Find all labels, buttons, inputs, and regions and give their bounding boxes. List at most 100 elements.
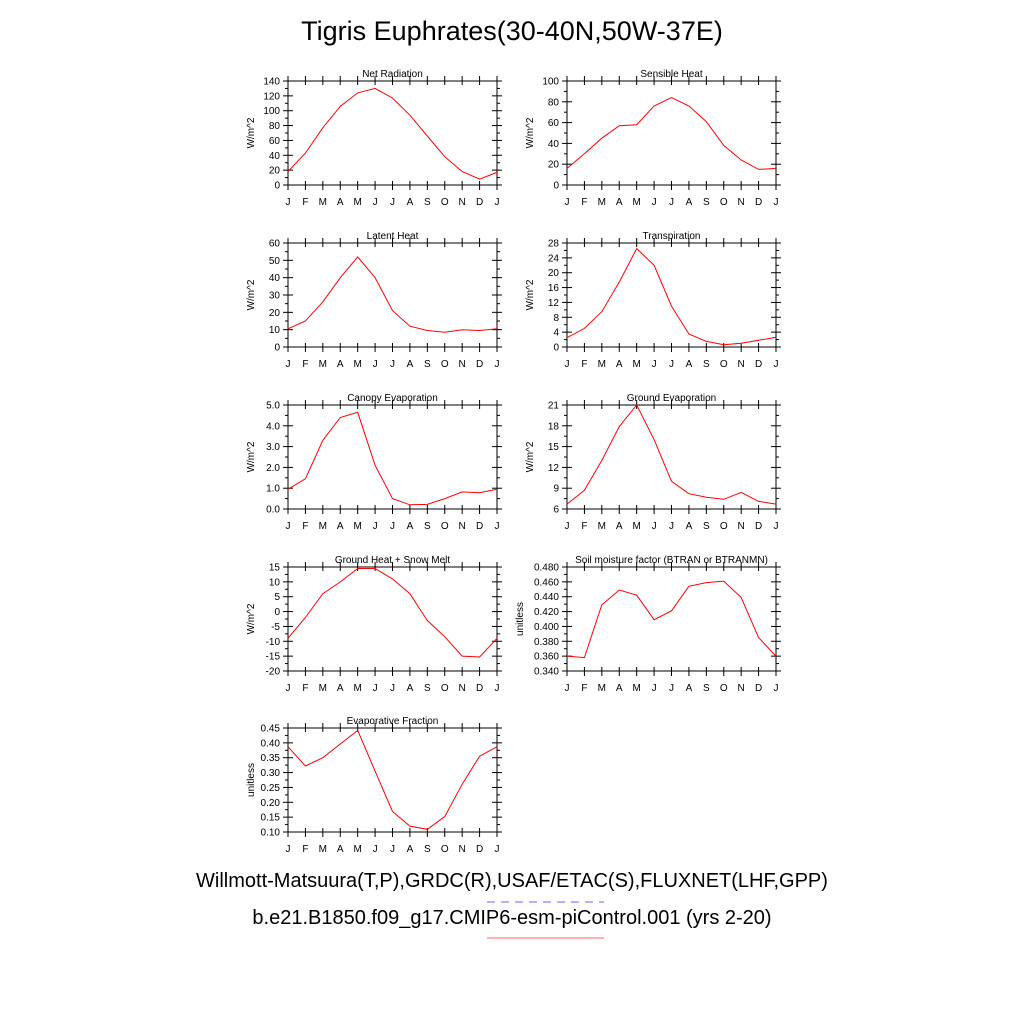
series-line bbox=[287, 87, 498, 180]
x-tick-label: F bbox=[302, 683, 308, 694]
x-tick-label: J bbox=[286, 844, 291, 855]
x-tick-label: N bbox=[459, 197, 466, 208]
x-tick-label: A bbox=[686, 683, 693, 694]
y-tick-label: -15 bbox=[266, 652, 281, 663]
y-tick-label: 0.420 bbox=[534, 607, 559, 618]
panel-title: Ground Evaporation bbox=[627, 393, 717, 404]
x-tick-label: J bbox=[652, 683, 657, 694]
y-tick-label: 24 bbox=[548, 253, 560, 264]
x-tick-label: M bbox=[353, 521, 361, 532]
y-tick-label: 0.30 bbox=[261, 768, 281, 779]
y-tick-label: 0.10 bbox=[261, 828, 281, 839]
x-tick-label: M bbox=[353, 197, 361, 208]
x-tick-label: S bbox=[424, 521, 431, 532]
x-tick-label: J bbox=[652, 197, 657, 208]
x-tick-label: J bbox=[373, 683, 378, 694]
x-tick-label: M bbox=[319, 359, 327, 370]
y-axis-label: W/m^2 bbox=[525, 279, 536, 310]
x-tick-label: M bbox=[319, 521, 327, 532]
y-tick-label: 12 bbox=[548, 298, 560, 309]
y-tick-label: 0.25 bbox=[261, 783, 281, 794]
x-tick-label: J bbox=[669, 359, 674, 370]
y-tick-label: 0.440 bbox=[534, 592, 559, 603]
x-tick-label: D bbox=[476, 197, 483, 208]
x-tick-label: J bbox=[565, 197, 570, 208]
y-tick-label: 0.340 bbox=[534, 667, 559, 678]
x-tick-label: J bbox=[495, 359, 500, 370]
x-tick-label: O bbox=[441, 359, 449, 370]
x-tick-label: M bbox=[632, 683, 640, 694]
x-tick-label: A bbox=[616, 683, 623, 694]
x-tick-label: N bbox=[459, 683, 466, 694]
y-tick-label: 0.15 bbox=[261, 813, 281, 824]
y-tick-label: 0.40 bbox=[261, 738, 281, 749]
y-tick-label: 15 bbox=[269, 563, 281, 574]
y-tick-label: 60 bbox=[269, 136, 281, 147]
x-tick-label: F bbox=[581, 683, 587, 694]
x-tick-label: F bbox=[581, 197, 587, 208]
y-tick-label: 50 bbox=[269, 256, 281, 267]
page-title: Tigris Euphrates(30-40N,50W-37E) bbox=[301, 16, 723, 46]
x-tick-label: A bbox=[616, 521, 623, 532]
x-tick-label: J bbox=[495, 844, 500, 855]
x-tick-label: F bbox=[302, 359, 308, 370]
x-tick-label: O bbox=[720, 197, 728, 208]
y-axis-label: W/m^2 bbox=[525, 441, 536, 472]
x-tick-label: D bbox=[476, 359, 483, 370]
x-tick-label: F bbox=[302, 197, 308, 208]
y-tick-label: 6 bbox=[553, 505, 559, 516]
y-tick-label: 15 bbox=[548, 442, 560, 453]
y-tick-label: 4.0 bbox=[266, 421, 280, 432]
x-tick-label: A bbox=[337, 683, 344, 694]
x-tick-label: M bbox=[319, 197, 327, 208]
y-tick-label: 140 bbox=[263, 77, 280, 88]
y-tick-label: 60 bbox=[269, 239, 281, 250]
x-tick-label: J bbox=[286, 683, 291, 694]
x-tick-label: M bbox=[353, 844, 361, 855]
y-tick-label: 0.360 bbox=[534, 652, 559, 663]
y-axis-label: unitless bbox=[246, 763, 257, 797]
x-tick-label: J bbox=[495, 521, 500, 532]
x-tick-label: M bbox=[598, 683, 606, 694]
x-tick-label: J bbox=[373, 844, 378, 855]
panel-title: Soil moisture factor (BTRAN or BTRANMN) bbox=[575, 555, 768, 566]
x-tick-label: A bbox=[686, 359, 693, 370]
panel-title: Evaporative Fraction bbox=[347, 716, 439, 727]
y-tick-label: 0 bbox=[274, 343, 280, 354]
y-tick-label: 0 bbox=[553, 181, 559, 192]
series-line bbox=[566, 247, 777, 346]
y-tick-label: -10 bbox=[266, 637, 281, 648]
x-tick-label: A bbox=[337, 521, 344, 532]
x-tick-label: A bbox=[616, 197, 623, 208]
x-tick-label: J bbox=[669, 197, 674, 208]
x-tick-label: J bbox=[390, 359, 395, 370]
series-line bbox=[287, 411, 498, 506]
x-tick-label: D bbox=[755, 683, 762, 694]
y-tick-label: 0.0 bbox=[266, 505, 280, 516]
x-tick-label: A bbox=[407, 197, 414, 208]
x-tick-label: S bbox=[424, 844, 431, 855]
y-tick-label: 2.0 bbox=[266, 463, 280, 474]
series-line bbox=[287, 729, 498, 830]
x-tick-label: J bbox=[390, 844, 395, 855]
x-tick-label: S bbox=[424, 197, 431, 208]
series-line bbox=[287, 256, 498, 333]
x-tick-label: J bbox=[390, 197, 395, 208]
panel-title: Transpiration bbox=[643, 231, 701, 242]
y-axis-label: W/m^2 bbox=[525, 117, 536, 148]
x-tick-label: O bbox=[720, 359, 728, 370]
x-tick-label: J bbox=[669, 683, 674, 694]
panel-title: Net Radiation bbox=[362, 69, 423, 80]
y-tick-label: 20 bbox=[269, 166, 281, 177]
y-tick-label: 80 bbox=[548, 97, 560, 108]
y-tick-label: 9 bbox=[553, 484, 559, 495]
x-tick-label: D bbox=[755, 197, 762, 208]
y-tick-label: 0.35 bbox=[261, 753, 281, 764]
x-tick-label: J bbox=[286, 197, 291, 208]
x-tick-label: J bbox=[652, 521, 657, 532]
y-tick-label: 40 bbox=[269, 151, 281, 162]
x-tick-label: J bbox=[565, 521, 570, 532]
